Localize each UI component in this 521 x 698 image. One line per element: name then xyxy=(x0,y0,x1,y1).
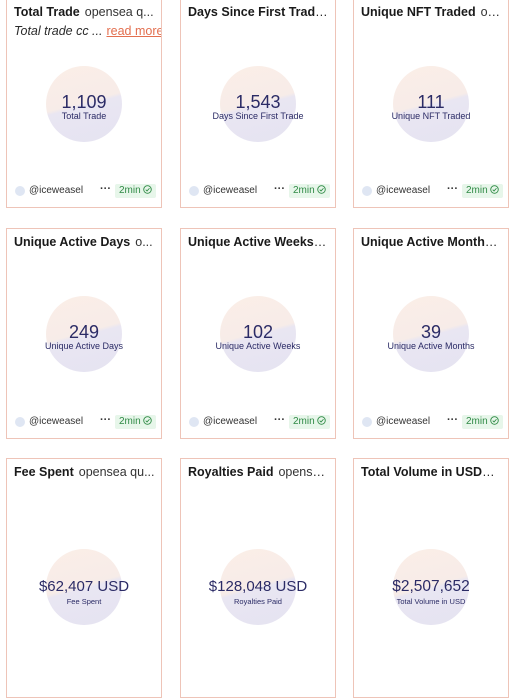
more-options-icon[interactable]: ··· xyxy=(100,414,111,426)
card-description: Total trade cc ... read more xyxy=(14,24,162,38)
avatar[interactable] xyxy=(362,186,372,196)
metric-card-unique-active-days[interactable]: Unique Active Days o... 249 Unique Active… xyxy=(6,228,162,439)
metric-value: 111 xyxy=(417,92,445,112)
metric-label: Unique Active Days xyxy=(44,341,124,351)
metric-circle xyxy=(393,296,469,372)
author-handle[interactable]: @iceweasel xyxy=(203,416,258,427)
check-circle-icon xyxy=(316,416,326,425)
card-footer: @iceweasel ··· 2min xyxy=(15,183,156,199)
avatar[interactable] xyxy=(15,186,25,196)
metric-label: Unique Active Months xyxy=(387,341,475,351)
check-circle-icon xyxy=(316,185,326,194)
metric-circle xyxy=(220,66,296,142)
metric-label: Unique Active Weeks xyxy=(215,341,301,351)
more-options-icon[interactable]: ··· xyxy=(274,183,285,195)
avatar[interactable] xyxy=(362,417,372,427)
read-more-link[interactable]: read more xyxy=(106,24,162,38)
metric-card-royalties-paid[interactable]: Royalties Paid opense... $128,048 USD Roy… xyxy=(180,458,336,698)
metric-value: 249 xyxy=(68,322,100,342)
check-circle-icon xyxy=(489,416,499,425)
refresh-time-badge: 2min xyxy=(289,184,330,198)
metric-label: Unique NFT Traded xyxy=(391,111,471,121)
metric-card-unique-active-months[interactable]: Unique Active Months... 39 Unique Active… xyxy=(353,228,509,439)
card-footer: @iceweasel ··· 2min xyxy=(362,183,503,199)
metric-value: $2,507,652 xyxy=(392,578,470,595)
card-title: Royalties Paid opense... xyxy=(188,465,329,479)
card-footer: @iceweasel ··· 2min xyxy=(189,183,330,199)
more-options-icon[interactable]: ··· xyxy=(274,414,285,426)
author-handle[interactable]: @iceweasel xyxy=(203,185,258,196)
refresh-time-badge: 2min xyxy=(289,415,330,429)
author-handle[interactable]: @iceweasel xyxy=(29,185,84,196)
metric-circle xyxy=(220,549,296,625)
card-footer: @iceweasel ··· 2min xyxy=(15,414,156,430)
refresh-time-badge: 2min xyxy=(462,415,503,429)
avatar[interactable] xyxy=(189,417,199,427)
check-circle-icon xyxy=(142,185,152,194)
more-options-icon[interactable]: ··· xyxy=(100,183,111,195)
card-title: Unique Active Weeks... xyxy=(188,235,325,249)
avatar[interactable] xyxy=(15,417,25,427)
metric-card-unique-active-weeks[interactable]: Unique Active Weeks... 102 Unique Active… xyxy=(180,228,336,439)
metric-label: Total Volume in USD xyxy=(396,597,466,606)
metric-circle xyxy=(393,66,469,142)
metric-value: 102 xyxy=(242,322,274,342)
metric-circle xyxy=(393,549,469,625)
metric-value: $62,407 USD xyxy=(38,578,130,595)
author-handle[interactable]: @iceweasel xyxy=(376,185,431,196)
metric-card-total-trade[interactable]: Total Trade opensea q... Total trade cc .… xyxy=(6,0,162,208)
metric-circle xyxy=(46,296,122,372)
metric-card-fee-spent[interactable]: Fee Spent opensea qu... $62,407 USD Fee S… xyxy=(6,458,162,698)
metric-circle xyxy=(46,66,122,142)
metric-value: $128,048 USD xyxy=(208,578,308,595)
card-footer: @iceweasel ··· 2min xyxy=(362,414,503,430)
check-circle-icon xyxy=(489,185,499,194)
refresh-time-badge: 2min xyxy=(115,184,156,198)
card-title: Unique Active Days o... xyxy=(14,235,153,249)
metric-label: Total Trade xyxy=(61,111,107,121)
metric-label: Days Since First Trade xyxy=(212,111,304,121)
card-footer: @iceweasel ··· 2min xyxy=(189,414,330,430)
more-options-icon[interactable]: ··· xyxy=(447,183,458,195)
metric-value: 1,543 xyxy=(235,92,281,112)
refresh-time-badge: 2min xyxy=(115,415,156,429)
card-title: Days Since First Trade... xyxy=(188,5,329,19)
refresh-time-badge: 2min xyxy=(462,184,503,198)
check-circle-icon xyxy=(142,416,152,425)
card-title: Fee Spent opensea qu... xyxy=(14,465,155,479)
author-handle[interactable]: @iceweasel xyxy=(29,416,84,427)
card-title: Unique Active Months... xyxy=(361,235,502,249)
metric-value: 39 xyxy=(420,322,442,342)
metric-circle xyxy=(220,296,296,372)
metric-card-days-since-first-trade[interactable]: Days Since First Trade... 1,543 Days Sin… xyxy=(180,0,336,208)
metric-label: Royalties Paid xyxy=(234,597,282,606)
author-handle[interactable]: @iceweasel xyxy=(376,416,431,427)
card-title: Total Trade opensea q... xyxy=(14,5,154,19)
avatar[interactable] xyxy=(189,186,199,196)
more-options-icon[interactable]: ··· xyxy=(447,414,458,426)
metric-circle xyxy=(46,549,122,625)
metric-value: 1,109 xyxy=(61,92,107,112)
metric-label: Fee Spent xyxy=(66,597,102,606)
